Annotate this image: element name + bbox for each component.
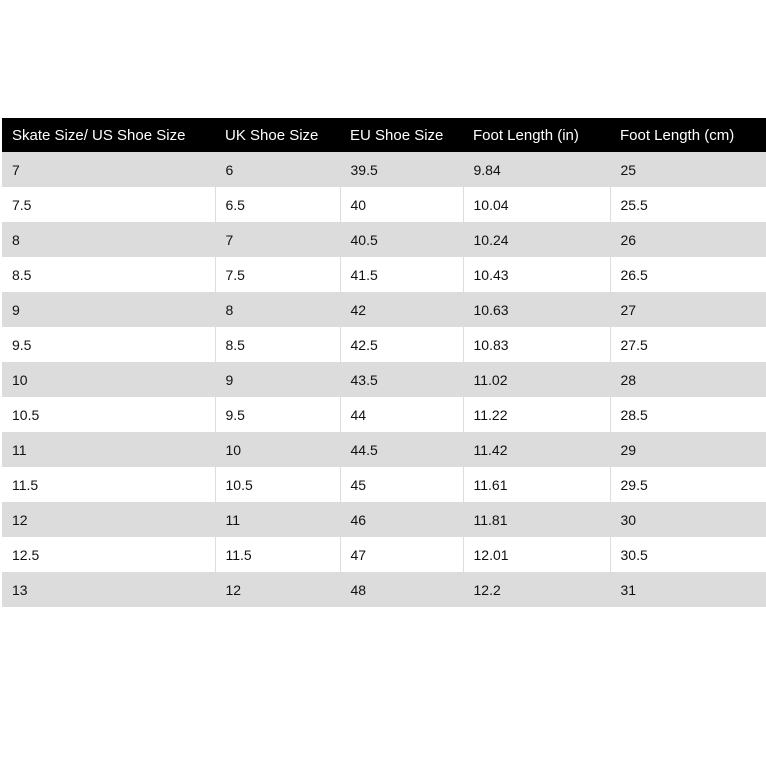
cell-us-size: 12 bbox=[2, 502, 215, 537]
table-row: 13 12 48 12.2 31 bbox=[2, 572, 766, 607]
cell-uk-size: 7.5 bbox=[214, 257, 340, 292]
cell-uk-size: 6.5 bbox=[214, 187, 340, 222]
cell-us-size: 9.5 bbox=[2, 327, 215, 362]
cell-uk-size: 9.5 bbox=[214, 397, 340, 432]
cell-uk-size: 11 bbox=[214, 502, 340, 537]
cell-uk-size: 10.5 bbox=[214, 467, 340, 502]
cell-eu-size: 46 bbox=[339, 502, 463, 537]
cell-uk-size: 8.5 bbox=[214, 327, 340, 362]
cell-foot-length-cm: 28 bbox=[609, 362, 766, 397]
cell-us-size: 7.5 bbox=[2, 187, 215, 222]
table-row: 10 9 43.5 11.02 28 bbox=[2, 362, 766, 397]
cell-eu-size: 43.5 bbox=[339, 362, 463, 397]
cell-foot-length-in: 11.02 bbox=[462, 362, 610, 397]
cell-uk-size: 10 bbox=[214, 432, 340, 467]
table-row: 9.5 8.5 42.5 10.83 27.5 bbox=[2, 327, 766, 362]
cell-foot-length-in: 10.04 bbox=[462, 187, 610, 222]
size-chart-table: Skate Size/ US Shoe Size UK Shoe Size EU… bbox=[2, 118, 766, 607]
cell-us-size: 11 bbox=[2, 432, 215, 467]
header-foot-length-cm: Foot Length (cm) bbox=[610, 118, 766, 152]
cell-us-size: 8 bbox=[2, 222, 215, 257]
cell-eu-size: 41.5 bbox=[339, 257, 463, 292]
cell-us-size: 13 bbox=[2, 572, 215, 607]
header-foot-length-in: Foot Length (in) bbox=[463, 118, 610, 152]
header-us-size: Skate Size/ US Shoe Size bbox=[2, 118, 215, 152]
cell-foot-length-in: 10.63 bbox=[462, 292, 610, 327]
header-row: Skate Size/ US Shoe Size UK Shoe Size EU… bbox=[2, 118, 766, 152]
cell-foot-length-in: 11.61 bbox=[462, 467, 610, 502]
cell-foot-length-in: 10.24 bbox=[462, 222, 610, 257]
table-row: 8 7 40.5 10.24 26 bbox=[2, 222, 766, 257]
cell-foot-length-in: 11.22 bbox=[462, 397, 610, 432]
cell-us-size: 11.5 bbox=[2, 467, 215, 502]
cell-foot-length-in: 11.42 bbox=[462, 432, 610, 467]
cell-foot-length-cm: 30.5 bbox=[609, 537, 766, 572]
cell-uk-size: 8 bbox=[214, 292, 340, 327]
table-row: 11.5 10.5 45 11.61 29.5 bbox=[2, 467, 766, 502]
cell-eu-size: 40 bbox=[339, 187, 463, 222]
cell-foot-length-in: 10.83 bbox=[462, 327, 610, 362]
cell-us-size: 12.5 bbox=[2, 537, 215, 572]
cell-foot-length-cm: 31 bbox=[609, 572, 766, 607]
cell-foot-length-cm: 30 bbox=[609, 502, 766, 537]
table-row: 8.5 7.5 41.5 10.43 26.5 bbox=[2, 257, 766, 292]
cell-foot-length-in: 12.2 bbox=[462, 572, 610, 607]
cell-us-size: 7 bbox=[2, 152, 215, 187]
cell-foot-length-cm: 27.5 bbox=[609, 327, 766, 362]
table-row: 7 6 39.5 9.84 25 bbox=[2, 152, 766, 187]
cell-uk-size: 6 bbox=[214, 152, 340, 187]
cell-eu-size: 47 bbox=[339, 537, 463, 572]
cell-us-size: 10 bbox=[2, 362, 215, 397]
cell-uk-size: 12 bbox=[214, 572, 340, 607]
cell-foot-length-cm: 28.5 bbox=[609, 397, 766, 432]
cell-eu-size: 44.5 bbox=[339, 432, 463, 467]
table-row: 11 10 44.5 11.42 29 bbox=[2, 432, 766, 467]
cell-foot-length-cm: 26.5 bbox=[609, 257, 766, 292]
cell-foot-length-cm: 25 bbox=[609, 152, 766, 187]
table-row: 12 11 46 11.81 30 bbox=[2, 502, 766, 537]
cell-foot-length-cm: 25.5 bbox=[609, 187, 766, 222]
cell-foot-length-cm: 27 bbox=[609, 292, 766, 327]
cell-eu-size: 44 bbox=[339, 397, 463, 432]
cell-eu-size: 42.5 bbox=[339, 327, 463, 362]
cell-eu-size: 48 bbox=[339, 572, 463, 607]
cell-uk-size: 11.5 bbox=[214, 537, 340, 572]
cell-foot-length-in: 11.81 bbox=[462, 502, 610, 537]
cell-eu-size: 39.5 bbox=[339, 152, 463, 187]
cell-foot-length-cm: 29.5 bbox=[609, 467, 766, 502]
table-row: 12.5 11.5 47 12.01 30.5 bbox=[2, 537, 766, 572]
cell-uk-size: 7 bbox=[214, 222, 340, 257]
cell-foot-length-cm: 29 bbox=[609, 432, 766, 467]
cell-uk-size: 9 bbox=[214, 362, 340, 397]
cell-foot-length-in: 10.43 bbox=[462, 257, 610, 292]
table-row: 9 8 42 10.63 27 bbox=[2, 292, 766, 327]
cell-foot-length-in: 9.84 bbox=[462, 152, 610, 187]
table-row: 7.5 6.5 40 10.04 25.5 bbox=[2, 187, 766, 222]
cell-us-size: 10.5 bbox=[2, 397, 215, 432]
cell-us-size: 8.5 bbox=[2, 257, 215, 292]
cell-eu-size: 40.5 bbox=[339, 222, 463, 257]
cell-us-size: 9 bbox=[2, 292, 215, 327]
cell-foot-length-in: 12.01 bbox=[462, 537, 610, 572]
table-row: 10.5 9.5 44 11.22 28.5 bbox=[2, 397, 766, 432]
cell-foot-length-cm: 26 bbox=[609, 222, 766, 257]
cell-eu-size: 45 bbox=[339, 467, 463, 502]
header-eu-size: EU Shoe Size bbox=[340, 118, 463, 152]
cell-eu-size: 42 bbox=[339, 292, 463, 327]
header-uk-size: UK Shoe Size bbox=[215, 118, 340, 152]
